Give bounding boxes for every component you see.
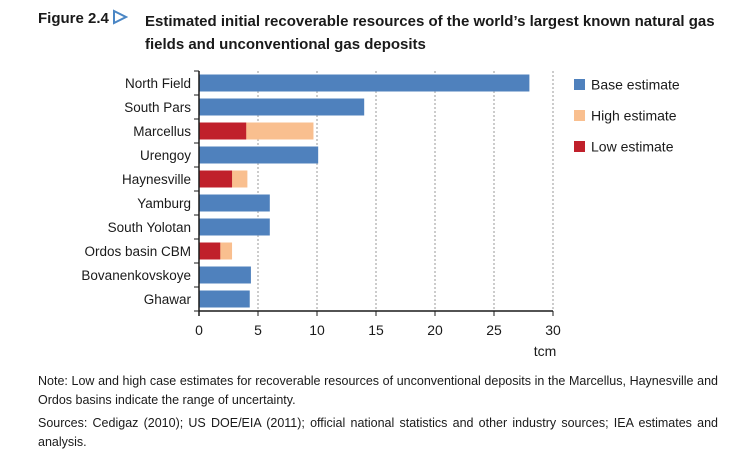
x-tick-label: 0 bbox=[195, 322, 203, 338]
category-label: Yamburg bbox=[137, 196, 191, 211]
category-label: Bovanenkovskoye bbox=[81, 268, 191, 283]
bar-low-estimate bbox=[199, 242, 221, 260]
bar-base-estimate bbox=[199, 290, 250, 308]
x-tick-label: 10 bbox=[309, 322, 325, 338]
x-axis-title: tcm bbox=[534, 343, 557, 359]
bar-base-estimate bbox=[199, 146, 319, 164]
legend-swatch bbox=[574, 141, 585, 152]
category-label: North Field bbox=[125, 76, 191, 91]
chart-note: Note: Low and high case estimates for re… bbox=[38, 374, 718, 407]
figure-title: Estimated initial recoverable resources … bbox=[145, 13, 715, 53]
category-label: Urengoy bbox=[140, 148, 191, 163]
x-tick-label: 25 bbox=[486, 322, 502, 338]
bar-base-estimate bbox=[199, 218, 270, 236]
chart-sources: Sources: Cedigaz (2010); US DOE/EIA (201… bbox=[38, 416, 718, 449]
category-label: South Yolotan bbox=[108, 220, 191, 235]
x-tick-label: 20 bbox=[427, 322, 443, 338]
category-label: South Pars bbox=[124, 100, 191, 115]
bar-low-estimate bbox=[199, 122, 247, 140]
legend-swatch bbox=[574, 79, 585, 90]
figure-number: Figure 2.4 bbox=[38, 10, 109, 27]
triangle-arrow-icon bbox=[113, 9, 128, 25]
legend-label: Low estimate bbox=[591, 139, 674, 155]
bar-base-estimate bbox=[199, 266, 251, 284]
category-label: Ghawar bbox=[144, 292, 192, 307]
x-tick-label: 15 bbox=[368, 322, 384, 338]
legend-label: Base estimate bbox=[591, 77, 680, 93]
category-label: Haynesville bbox=[122, 172, 191, 187]
x-tick-label: 30 bbox=[545, 322, 561, 338]
bar-base-estimate bbox=[199, 74, 530, 92]
bar-chart: North Field South Pars Marcellus Urengoy Hay… bbox=[81, 70, 680, 359]
legend-label: High estimate bbox=[591, 108, 677, 124]
bar-base-estimate bbox=[199, 98, 365, 116]
bar-low-estimate bbox=[199, 170, 233, 188]
x-tick-label: 5 bbox=[254, 322, 262, 338]
category-label: Ordos basin CBM bbox=[84, 244, 191, 259]
legend-swatch bbox=[574, 110, 585, 121]
category-label: Marcellus bbox=[133, 124, 191, 139]
bar-base-estimate bbox=[199, 194, 270, 212]
